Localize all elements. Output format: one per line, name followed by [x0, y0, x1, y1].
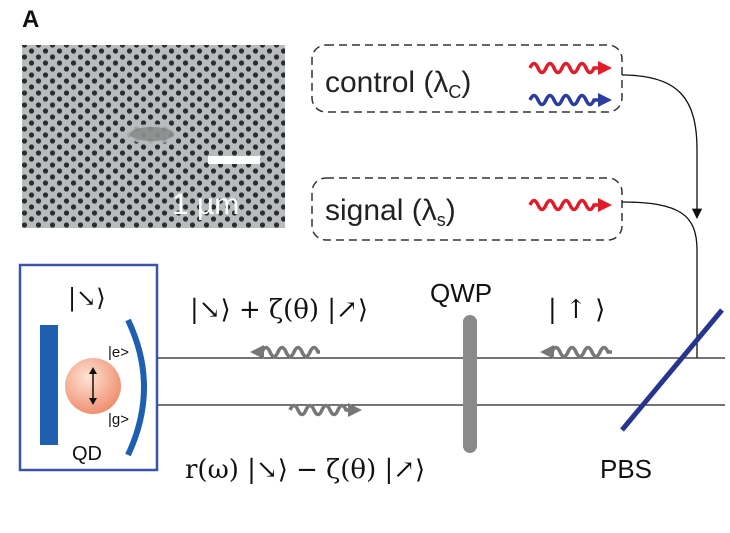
- pbs-label: PBS: [600, 454, 652, 484]
- scale-bar: [208, 156, 260, 164]
- input-state: | ↑ ⟩: [548, 295, 605, 325]
- upper-state: |↘⟩ + ζ(θ) |↗⟩: [190, 295, 368, 325]
- sem-image: [22, 45, 285, 228]
- control-text: control (λ: [325, 66, 448, 99]
- arrowhead: [540, 345, 554, 359]
- signal-path: [622, 202, 697, 358]
- signal-close: ): [446, 194, 456, 227]
- signal-text: signal (λ: [325, 194, 437, 227]
- flat-mirror: [40, 325, 58, 445]
- excited-state: |e>: [108, 344, 129, 361]
- control-wave-red: [530, 64, 600, 73]
- arrowhead: [250, 345, 264, 359]
- signal-label: signal (λs): [325, 194, 456, 230]
- input-wave: [552, 348, 612, 357]
- arrowhead: [598, 198, 612, 212]
- scale-bar-label: 1 µm: [172, 188, 239, 221]
- lower-state: r(ω) |↘⟩ − ζ(θ) |↗⟩: [185, 455, 425, 485]
- figure: A 1 µm control (λC) signal (λs) PBS QWP …: [0, 0, 730, 533]
- control-subscript: C: [448, 82, 461, 102]
- control-wave-blue: [530, 96, 600, 105]
- control-path: [622, 75, 697, 218]
- signal-subscript: s: [437, 210, 446, 230]
- qd-label: QD: [72, 443, 102, 465]
- qwp-label: QWP: [430, 278, 492, 308]
- output-wave: [290, 406, 350, 415]
- control-label: control (λC): [325, 66, 471, 102]
- control-close: ): [461, 66, 471, 99]
- arrowhead: [598, 61, 612, 75]
- reflected-wave: [262, 348, 320, 357]
- arrowhead: [598, 93, 612, 107]
- qd-state: |↘⟩: [68, 284, 106, 313]
- qwp: [463, 315, 477, 453]
- pbs: [622, 310, 722, 430]
- signal-wave: [530, 201, 600, 210]
- ground-state: |g>: [108, 411, 129, 428]
- panel-label: A: [22, 6, 39, 33]
